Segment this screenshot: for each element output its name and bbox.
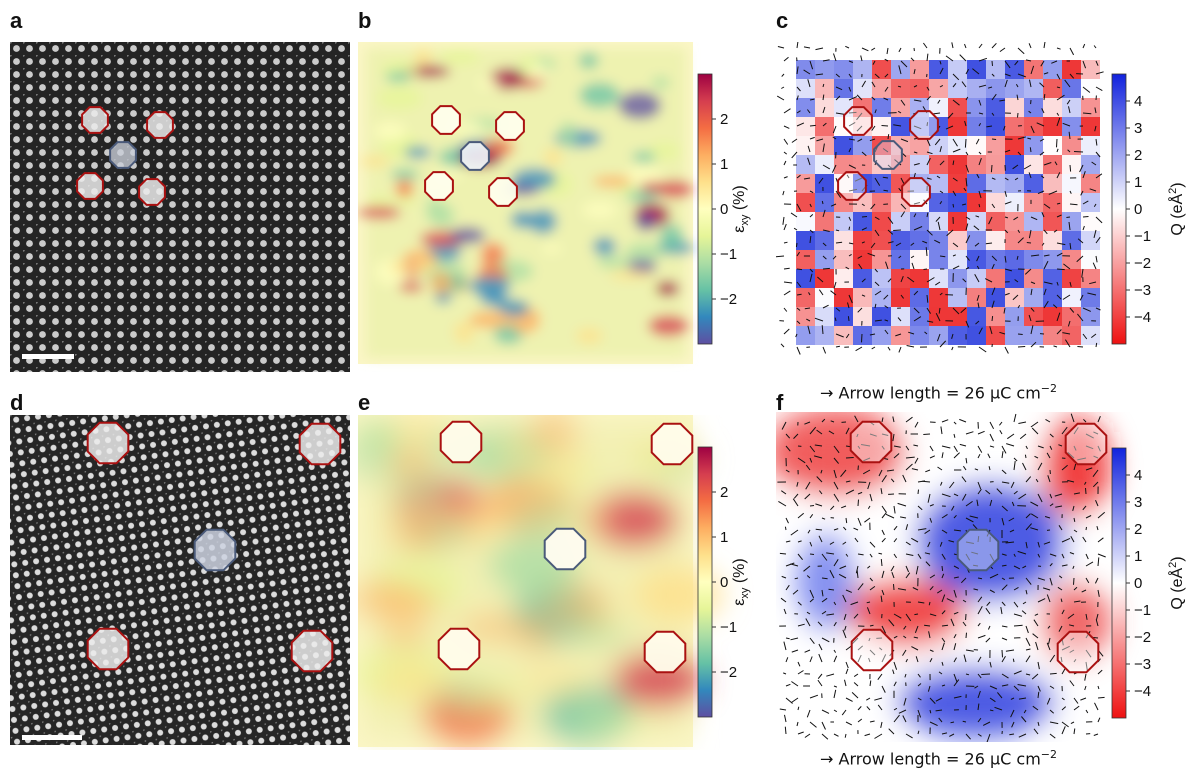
panel-label-c: c — [776, 8, 789, 33]
dopant-marker-red — [298, 422, 342, 466]
dopant-marker-blue — [460, 141, 490, 171]
dopant-marker-red — [495, 111, 525, 141]
dopant-marker-red — [290, 629, 334, 673]
dopant-marker-red — [837, 171, 867, 201]
colorbar-tick-label: 4 — [1134, 467, 1142, 484]
dopant-marker-red — [437, 627, 481, 671]
dopant-marker-red — [86, 627, 130, 671]
colorbar-tick-label: −2 — [720, 664, 737, 681]
colorbar-tick-label: 2 — [720, 111, 728, 128]
colorbar-tick-label: 2 — [720, 484, 728, 501]
colorbar-tick-label: −4 — [1134, 309, 1151, 326]
dopant-marker-red — [424, 171, 454, 201]
panel-f-charge-map: 4 3 2 1 0 −1 −2 −3 −4 Q (eÅ2) — [776, 412, 1186, 742]
colorbar-tick-label: 4 — [1134, 93, 1142, 110]
charge-colorbar: 4 3 2 1 0 −1 −2 −3 −4 Q (eÅ2) — [1111, 73, 1186, 345]
dopant-marker-red — [643, 630, 687, 674]
svg-text:Q (eÅ2): Q (eÅ2) — [1167, 182, 1186, 235]
colorbar-tick-label: −1 — [1134, 602, 1151, 619]
scale-bar — [22, 354, 74, 359]
panel-label-e: e — [358, 390, 371, 415]
panel-label-b: b — [358, 8, 372, 33]
dopant-marker-red — [1056, 630, 1100, 674]
arrow-caption-c: → Arrow length = 26 μC cm−2 — [820, 382, 1057, 403]
scale-bar — [22, 735, 82, 740]
lattice-image — [10, 42, 350, 372]
dopant-marker-red — [909, 110, 939, 140]
colorbar-tick-label: −4 — [1134, 683, 1151, 700]
colorbar-tick-label: 1 — [1134, 174, 1142, 191]
dopant-marker-red — [81, 106, 109, 134]
colorbar-tick-label: 1 — [720, 156, 728, 173]
colorbar-tick-label: −1 — [720, 246, 737, 263]
panel-d-haadf — [10, 415, 350, 745]
colorbar-tick-label: 2 — [1134, 147, 1142, 164]
colorbar-tick-label: 1 — [720, 529, 728, 546]
svg-text:Q (eÅ2): Q (eÅ2) — [1167, 556, 1186, 609]
colorbar-tick-label: 0 — [720, 574, 728, 591]
panel-label-a: a — [10, 8, 23, 33]
dopant-marker-red — [901, 177, 931, 207]
dopant-marker-red — [76, 172, 104, 200]
dopant-marker-red — [86, 421, 130, 465]
dopant-marker-blue — [109, 141, 137, 169]
strain-colorbar: 2 1 0 −1 −2 εxy (%) — [697, 446, 751, 718]
colorbar-tick-label: −2 — [1134, 255, 1151, 272]
colorbar-tick-label: 1 — [1134, 548, 1142, 565]
colorbar-tick-label: −3 — [1134, 656, 1151, 673]
arrow-caption-f: → Arrow length = 26 μC cm−2 — [820, 748, 1057, 769]
panel-b-strain-map: 2 1 0 −1 −2 εxy (%) — [358, 42, 758, 372]
dopant-marker-red — [843, 106, 873, 136]
colorbar-tick-label: 0 — [1134, 575, 1142, 592]
colorbar-tick-label: 0 — [720, 201, 728, 218]
charge-colorbar: 4 3 2 1 0 −1 −2 −3 −4 Q (eÅ2) — [1111, 447, 1186, 719]
dopant-marker-blue — [543, 527, 587, 571]
colorbar-tick-label: −2 — [1134, 629, 1151, 646]
dopant-marker-red — [850, 628, 894, 672]
dopant-marker-red — [849, 420, 893, 464]
dopant-marker-red — [431, 105, 461, 135]
dopant-marker-red — [488, 177, 518, 207]
svg-text:εxy (%): εxy (%) — [731, 185, 751, 232]
svg-text:εxy (%): εxy (%) — [731, 558, 751, 605]
dopant-marker-blue — [956, 528, 1000, 572]
colorbar-tick-label: 2 — [1134, 521, 1142, 538]
lattice-image — [10, 415, 350, 745]
dopant-marker-red — [439, 420, 483, 464]
panel-e-strain-map: 2 1 0 −1 −2 εxy (%) — [358, 415, 758, 750]
dopant-marker-red — [138, 178, 166, 206]
panel-a-haadf — [10, 42, 350, 372]
colorbar-tick-label: −3 — [1134, 282, 1151, 299]
dopant-marker-red — [146, 111, 174, 139]
dopant-marker-blue — [873, 140, 903, 170]
colorbar-tick-label: 0 — [1134, 201, 1142, 218]
strain-colorbar: 2 1 0 −1 −2 εxy (%) — [697, 73, 751, 345]
panel-label-d: d — [10, 390, 24, 415]
colorbar-tick-label: −1 — [720, 619, 737, 636]
dopant-marker-blue — [193, 528, 237, 572]
panel-c-charge-map: 4 3 2 1 0 −1 −2 −3 −4 Q (eÅ2) — [776, 42, 1186, 362]
colorbar-tick-label: 3 — [1134, 120, 1142, 137]
colorbar-tick-label: 3 — [1134, 494, 1142, 511]
dopant-marker-red — [1064, 422, 1108, 466]
dopant-marker-red — [650, 422, 694, 466]
panel-label-f: f — [776, 390, 784, 415]
colorbar-tick-label: −1 — [1134, 228, 1151, 245]
colorbar-tick-label: −2 — [720, 291, 737, 308]
